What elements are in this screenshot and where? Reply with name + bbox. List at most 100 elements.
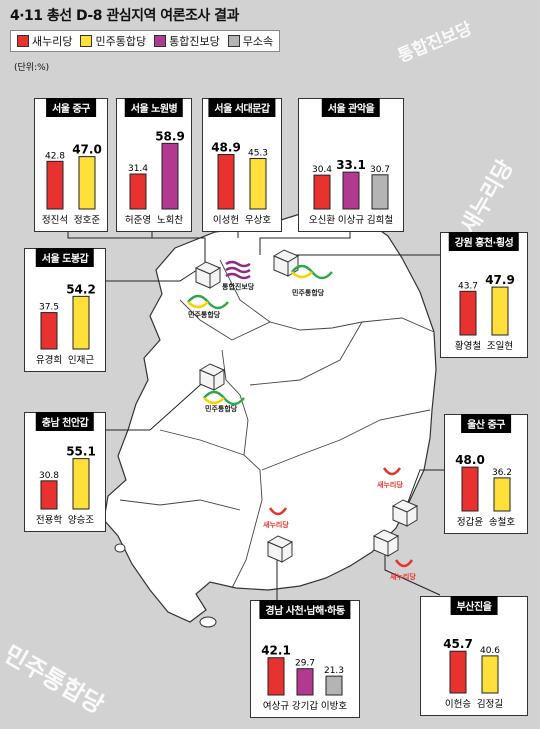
unit-label: (단위:%) — [14, 63, 50, 73]
democratic-logo-icon — [291, 264, 333, 280]
bar — [249, 158, 267, 210]
candidate-label: 정갑윤 — [457, 516, 483, 528]
district-title: 울산 중구 — [461, 414, 511, 433]
bar — [325, 675, 343, 696]
data-label: 33.1 — [336, 158, 366, 172]
province-border — [249, 321, 363, 386]
bar — [313, 174, 331, 210]
bar — [72, 295, 90, 350]
candidate-label: 노회찬 — [157, 215, 183, 226]
bar-chart: 48.0 정갑윤 36.2 송철호 — [455, 453, 515, 528]
candidate-label: 김희철 — [367, 214, 393, 226]
legend-swatch — [154, 35, 167, 47]
district-chart-panel: 31.4 허준영 58.9 노회찬 서울 노원병 — [116, 98, 192, 232]
connector-line — [67, 230, 206, 265]
district-title: 강원 홍천·횡성 — [448, 232, 520, 251]
map-label-unified-progressive: 통합진보당 — [222, 283, 255, 291]
candidate-label: 김정길 — [477, 698, 503, 710]
map-label-saenuri: 새누리당 — [377, 481, 403, 489]
page-title: 4·11 총선 D-8 관심지역 여론조사 결과 — [10, 8, 239, 24]
candidate-label: 인재근 — [68, 355, 94, 366]
data-label: 48.9 — [211, 141, 241, 155]
candidate-label: 이상규 — [338, 215, 364, 226]
province-border — [119, 499, 241, 511]
district-chart-panel: 48.9 이성헌 45.3 우상호 서울 서대문갑 — [202, 98, 282, 232]
district-title: 서울 노원병 — [124, 98, 184, 117]
candidate-label: 조일현 — [487, 341, 513, 352]
bar-chart: 43.7 황영철 47.9 조일현 — [455, 273, 515, 352]
district-chart-panel: 30.4 오신환 33.1 이상규 30.7 김희철 서울 관악을 — [298, 98, 404, 232]
democratic-logo-icon — [203, 390, 245, 406]
candidate-label: 전용학 — [36, 515, 62, 526]
democratic-logo-icon — [187, 294, 229, 310]
ballot-box-icon — [198, 363, 226, 391]
district-chart-panel: 42.8 정진석 47.0 정호준 서울 중구 — [34, 98, 108, 232]
district-title: 서울 도봉갑 — [35, 248, 95, 267]
legend-item: 민주통합당 — [80, 33, 146, 49]
candidate-label: 우상호 — [245, 215, 271, 226]
bar-chart: 48.9 이성헌 45.3 우상호 — [211, 141, 271, 226]
map-label-democratic: 민주통합당 — [292, 289, 325, 297]
connector-line — [103, 377, 209, 431]
bar — [46, 160, 64, 210]
connector-line — [103, 267, 201, 282]
legend-label: 무소속 — [242, 35, 274, 48]
data-label: 29.7 — [295, 659, 315, 669]
candidate-label: 송철호 — [489, 517, 515, 528]
map-label-saenuri: 새누리당 — [263, 521, 289, 529]
data-label: 30.7 — [370, 165, 390, 175]
legend-label: 통합진보당 — [169, 35, 220, 48]
legend-item: 통합진보당 — [154, 33, 220, 49]
ballot-box-icon — [194, 261, 222, 289]
data-label: 40.6 — [480, 646, 500, 656]
bar-chart: 31.4 허준영 58.9 노회찬 — [125, 129, 185, 226]
candidate-label: 황영철 — [455, 341, 481, 352]
candidate-label: 허준영 — [125, 215, 151, 226]
legend: 새누리당 민주통합당 통합진보당 무소속 — [10, 30, 281, 52]
island — [199, 616, 217, 628]
legend-swatch — [80, 35, 93, 47]
data-label: 47.9 — [485, 273, 515, 287]
candidate-label: 정호준 — [74, 215, 100, 226]
district-title: 충남 천안갑 — [35, 412, 95, 431]
district-title: 경남 사천·남해·하동 — [259, 600, 351, 619]
district-title: 서울 중구 — [46, 98, 96, 117]
district-chart-panel: 43.7 황영철 47.9 조일현 강원 홍천·횡성 — [440, 232, 528, 358]
data-label: 21.3 — [324, 666, 344, 676]
legend-label: 민주통합당 — [95, 35, 147, 48]
legend-swatch — [227, 35, 240, 47]
bar — [342, 171, 360, 210]
candidate-label: 유경희 — [36, 354, 62, 366]
district-chart-panel: 37.5 유경희 54.2 인재근 서울 도봉갑 — [24, 248, 106, 372]
bar — [72, 458, 90, 510]
bar — [78, 156, 96, 210]
candidate-label: 양승조 — [68, 515, 94, 526]
saenuri-logo-icon — [268, 467, 414, 568]
bar — [481, 655, 499, 694]
bar — [493, 477, 511, 512]
map-label-democratic: 민주통합당 — [205, 405, 238, 413]
bar-chart: 30.8 전용학 55.1 양승조 — [36, 445, 96, 526]
legend-item: 무소속 — [227, 33, 274, 49]
district-title: 서울 관악을 — [321, 98, 381, 117]
bar-chart: 30.4 오신환 33.1 이상규 30.7 김희철 — [309, 158, 393, 226]
korea-map — [103, 205, 437, 623]
province-border — [261, 409, 431, 471]
legend-swatch — [17, 35, 29, 47]
province-border — [219, 259, 271, 323]
data-label: 30.8 — [39, 471, 59, 481]
bar — [129, 173, 147, 210]
candidate-label: 이헌승 — [445, 699, 471, 710]
data-label: 45.7 — [443, 637, 473, 651]
data-label: 48.0 — [455, 453, 485, 467]
connector-line — [259, 230, 351, 255]
candidate-label: 이성헌 — [213, 215, 239, 226]
connector-line — [404, 469, 445, 511]
data-label: 31.4 — [128, 164, 148, 174]
bar — [267, 657, 285, 696]
map-label-saenuri: 새누리당 — [390, 573, 416, 581]
ballot-box-icon — [372, 529, 400, 557]
ballot-box-icon — [266, 535, 294, 563]
bar — [296, 668, 314, 696]
